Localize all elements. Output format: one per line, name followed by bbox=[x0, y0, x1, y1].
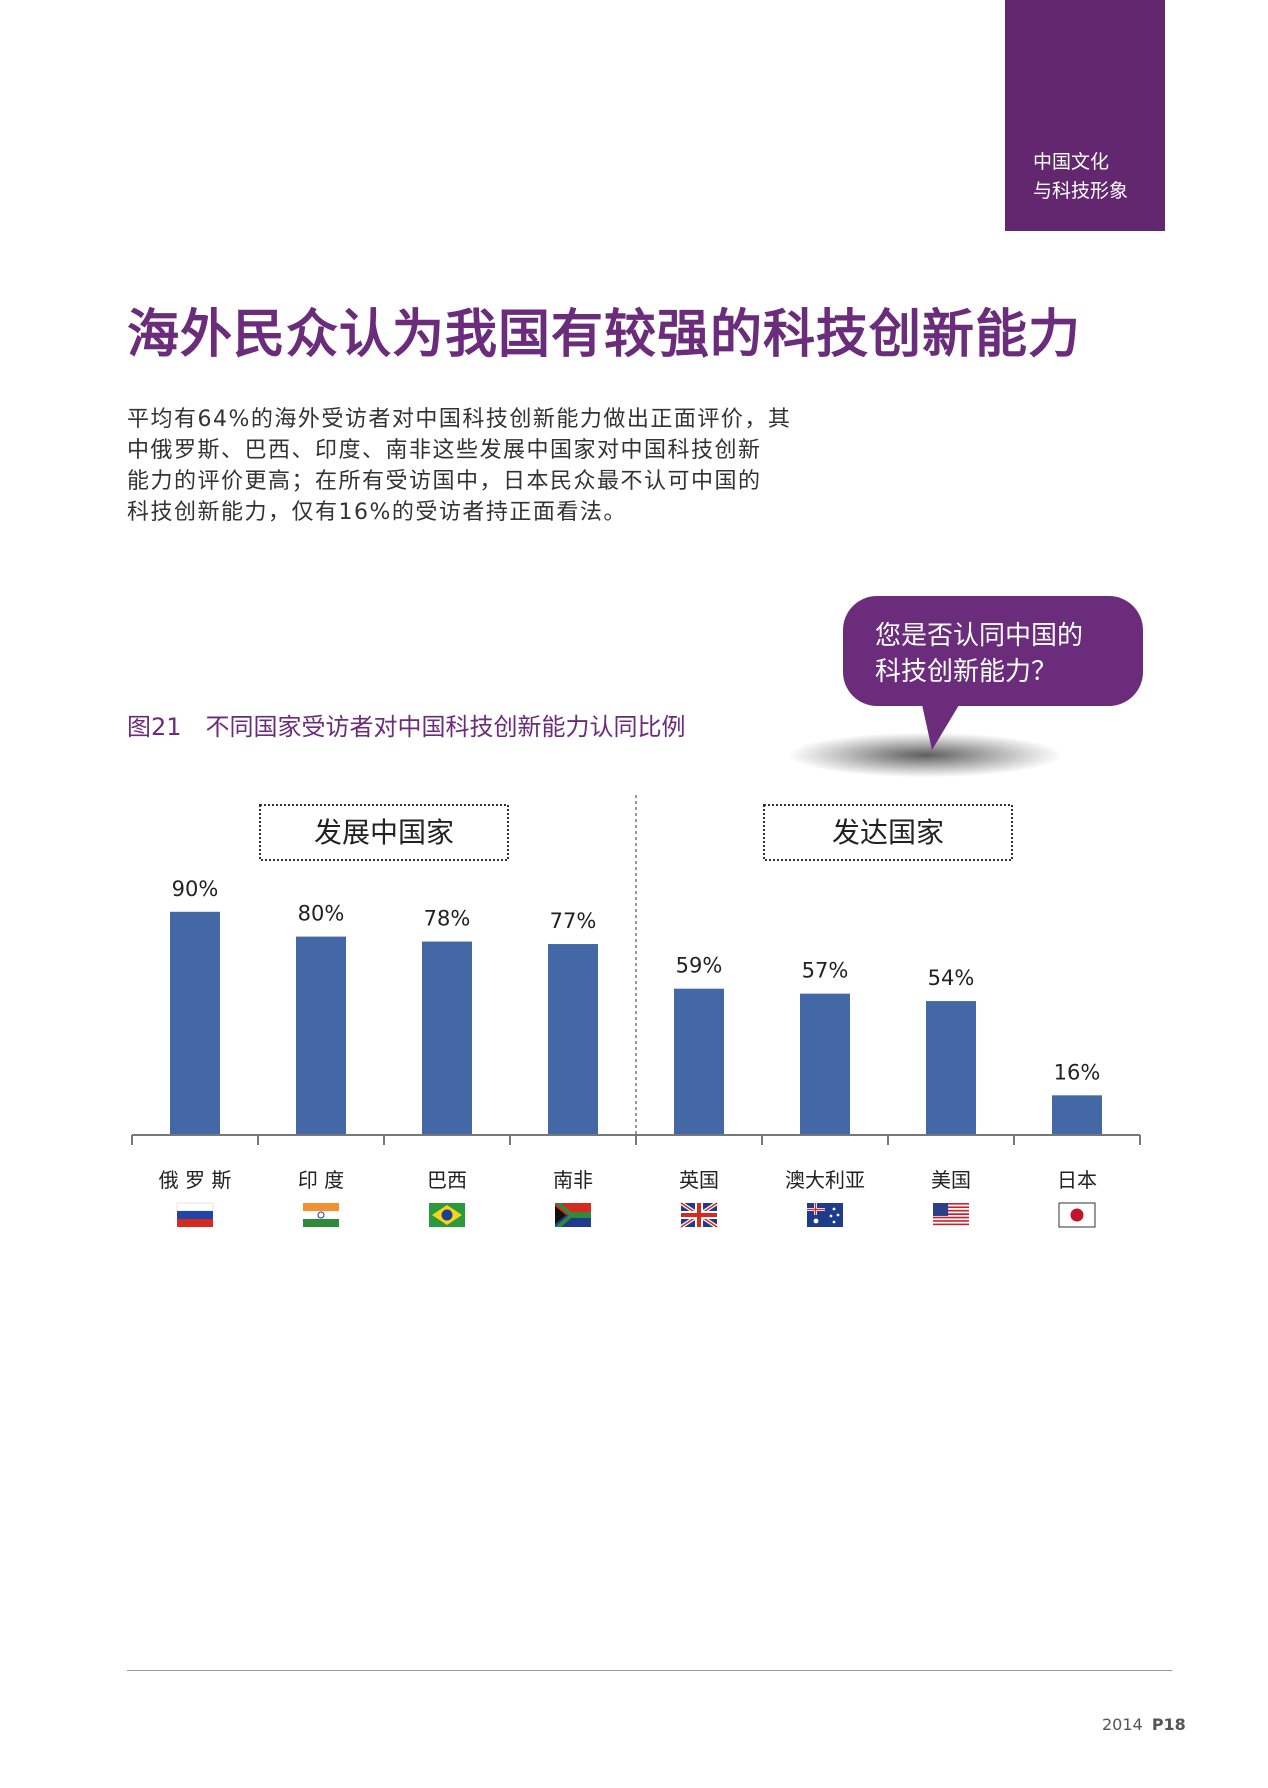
flag-globe bbox=[441, 1209, 453, 1221]
india-flag-icon bbox=[303, 1203, 339, 1227]
section-tab: 中国文化 与科技形象 bbox=[1005, 0, 1165, 231]
flag-stripe bbox=[933, 1218, 969, 1221]
bar-chart: 发展中国家 发达国家 90% 俄 罗 斯 80% 印 度 78% 巴西 77% 南非 59% 英国 57… bbox=[131, 795, 1141, 1229]
flag-stripe bbox=[933, 1206, 969, 1209]
question-callout: 您是否认同中国的 科技创新能力？ bbox=[843, 596, 1143, 706]
flag-stripe bbox=[933, 1204, 969, 1207]
callout-text: 您是否认同中国的 科技创新能力？ bbox=[875, 618, 1083, 690]
group-box bbox=[763, 804, 1013, 861]
flag-star bbox=[836, 1213, 840, 1217]
callout-line1: 您是否认同中国的 bbox=[875, 621, 1084, 651]
flag-y-band bbox=[555, 1203, 591, 1227]
bar bbox=[674, 988, 724, 1135]
flag-stripe bbox=[933, 1225, 969, 1227]
bar bbox=[548, 944, 598, 1135]
bar bbox=[926, 1001, 976, 1135]
category-label: 美国 bbox=[931, 1168, 971, 1192]
uk-flag-icon bbox=[679, 1201, 719, 1229]
page-title: 海外民众认为我国有较强的科技创新能力 bbox=[127, 305, 1082, 365]
group-label: 发展中国家 bbox=[314, 816, 454, 849]
figure-caption: 图21 不同国家受访者对中国科技创新能力认同比例 bbox=[127, 713, 686, 741]
intro-line: 中俄罗斯、巴西、印度、南非这些发展中国家对中国科技创新 bbox=[127, 438, 762, 463]
bar-value-label: 59% bbox=[676, 954, 723, 978]
flag-star bbox=[829, 1214, 833, 1218]
page-footer: 2014 P18 bbox=[1102, 1715, 1186, 1734]
flag-stripe bbox=[933, 1213, 969, 1215]
flag-stripe bbox=[177, 1211, 213, 1219]
flag-stripe bbox=[177, 1219, 213, 1227]
intro-line: 平均有64%的海外受访者对中国科技创新能力做出正面评价，其 bbox=[127, 407, 792, 432]
bar-value-label: 16% bbox=[1054, 1060, 1101, 1084]
footer-year: 2014 bbox=[1102, 1715, 1143, 1734]
category-label: 南非 bbox=[553, 1168, 593, 1192]
flag-stripe bbox=[933, 1223, 969, 1226]
category-label: 澳大利亚 bbox=[785, 1168, 865, 1192]
callout-tail bbox=[921, 700, 962, 750]
flag-stripe bbox=[303, 1219, 339, 1227]
flag-stripe bbox=[933, 1221, 969, 1224]
bar-value-label: 78% bbox=[424, 907, 471, 931]
bar bbox=[1052, 1095, 1102, 1135]
bar-value-label: 80% bbox=[298, 902, 345, 926]
bar bbox=[296, 936, 346, 1135]
japan-flag-icon bbox=[1058, 1202, 1096, 1228]
group-label: 发达国家 bbox=[832, 816, 944, 849]
flag-stripe bbox=[176, 1202, 214, 1212]
page-number: P18 bbox=[1151, 1715, 1186, 1734]
flag-star bbox=[813, 1218, 819, 1224]
intro-paragraph: 平均有64%的海外受访者对中国科技创新能力做出正面评价，其 中俄罗斯、巴西、印度… bbox=[127, 404, 847, 528]
callout-line2: 科技创新能力？ bbox=[875, 657, 1058, 687]
intro-line: 能力的评价更高；在所有受访国中，日本民众最不认可中国的 bbox=[127, 469, 762, 494]
flag-stripe bbox=[933, 1216, 969, 1219]
flag-stripe bbox=[933, 1203, 969, 1205]
russia-flag-icon bbox=[176, 1202, 214, 1227]
category-label: 日本 bbox=[1057, 1168, 1097, 1192]
flag-stripe bbox=[933, 1220, 969, 1222]
flag-star bbox=[832, 1207, 836, 1211]
intro-line: 科技创新能力，仅有16%的受访者持正面看法。 bbox=[127, 500, 627, 525]
australia-flag-icon bbox=[807, 1203, 843, 1227]
flag-stripe bbox=[933, 1208, 969, 1210]
category-label: 巴西 bbox=[427, 1168, 467, 1192]
flag-triangle bbox=[555, 1206, 566, 1224]
footer-rule bbox=[127, 1670, 1172, 1671]
flag-star bbox=[832, 1220, 836, 1224]
flag-wheel bbox=[317, 1211, 325, 1219]
bar bbox=[422, 941, 472, 1135]
bar-value-label: 54% bbox=[928, 966, 975, 990]
bar bbox=[170, 911, 220, 1135]
flag-cross-red bbox=[681, 1213, 717, 1217]
flag-canton-cross-red bbox=[807, 1208, 825, 1211]
flag-stripe bbox=[303, 1211, 339, 1219]
flag-sun bbox=[1070, 1208, 1084, 1222]
bar-value-label: 77% bbox=[550, 909, 597, 933]
bar bbox=[800, 993, 850, 1135]
brazil-flag-icon bbox=[429, 1203, 465, 1227]
flag-stripe bbox=[933, 1211, 969, 1214]
bar-value-label: 90% bbox=[172, 877, 219, 901]
category-label: 俄 罗 斯 bbox=[159, 1168, 232, 1192]
category-label: 印 度 bbox=[298, 1168, 344, 1192]
flag-stripe bbox=[933, 1209, 969, 1212]
category-label: 英国 bbox=[679, 1168, 719, 1192]
flag-stripe bbox=[303, 1203, 339, 1211]
usa-flag-icon bbox=[933, 1203, 969, 1227]
section-tab-line2: 与科技形象 bbox=[1033, 180, 1129, 202]
flag-canton bbox=[933, 1203, 949, 1216]
group-box bbox=[259, 804, 509, 861]
bar-value-label: 57% bbox=[802, 959, 849, 983]
section-tab-line1: 中国文化 bbox=[1033, 151, 1110, 173]
south-africa-flag-icon bbox=[555, 1203, 591, 1227]
flag-stripe bbox=[933, 1215, 969, 1217]
